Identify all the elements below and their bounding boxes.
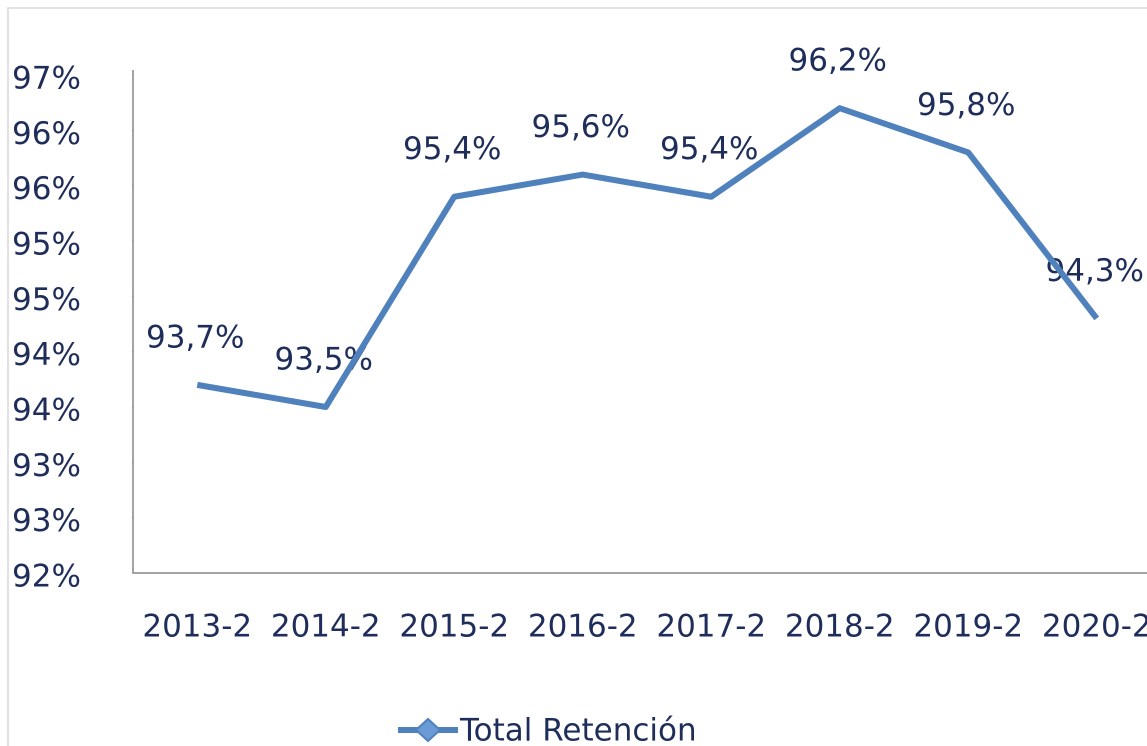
data-label: 95,8%: [917, 87, 1015, 123]
chart-frame: [7, 7, 1147, 746]
x-tick-label: 2019-2: [913, 609, 1023, 645]
y-tick-label: 92%: [12, 559, 81, 595]
data-label: 95,4%: [660, 131, 758, 167]
y-tick-label: 93%: [12, 503, 81, 539]
legend-label: Total Retención: [459, 713, 697, 746]
y-tick-label: 94%: [12, 393, 81, 429]
y-tick-label: 95%: [12, 227, 81, 263]
y-tick-label: 93%: [12, 448, 81, 484]
x-tick-label: 2020-2: [1042, 609, 1147, 645]
data-label: 95,6%: [532, 109, 630, 145]
y-tick-label: 95%: [12, 282, 81, 318]
y-tick-label: 97%: [12, 61, 81, 97]
x-tick-label: 2014-2: [271, 609, 381, 645]
y-tick-label: 94%: [12, 337, 81, 373]
x-tick-label: 2016-2: [528, 609, 638, 645]
x-tick-label: 2018-2: [785, 609, 895, 645]
y-tick-label: 96%: [12, 116, 81, 152]
x-tick-label: 2017-2: [656, 609, 766, 645]
x-tick-label: 2015-2: [399, 609, 509, 645]
x-tick-label: 2013-2: [142, 609, 252, 645]
data-label: 93,7%: [146, 319, 244, 355]
legend-marker: [414, 717, 442, 743]
data-label: 96,2%: [789, 43, 887, 79]
data-label: 95,4%: [403, 131, 501, 167]
y-tick-label: 96%: [12, 171, 81, 207]
line: [196, 105, 1100, 410]
